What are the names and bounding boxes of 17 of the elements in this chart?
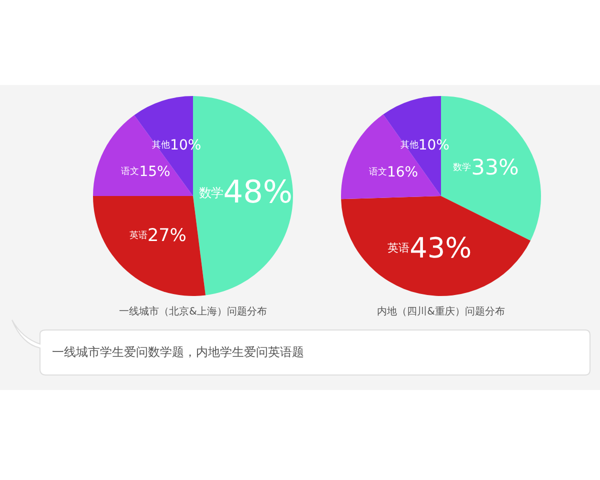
slice-label: 语文: [369, 166, 387, 178]
data-label: 48%: [223, 174, 293, 211]
slice-label: 语文: [121, 166, 140, 177]
data-label: 16%: [386, 164, 418, 180]
slice-label: 数学: [453, 162, 472, 174]
slice-label: 英语: [388, 241, 410, 254]
slice-label: 英语: [129, 230, 148, 241]
data-label: 15%: [139, 164, 170, 180]
text: 一线城市学生爱问数学题，内地学生爱问英语题: [52, 344, 304, 361]
slice-label: 其他: [152, 140, 170, 151]
text: 内地（四川&重庆）问题分布: [377, 306, 505, 318]
text: 一线城市（北京&上海）问题分布: [119, 306, 267, 318]
data-label: 27%: [147, 226, 186, 246]
data-label: 33%: [471, 156, 519, 181]
slice-label: 其他: [400, 139, 418, 150]
slice-label: 数学: [199, 185, 224, 200]
data-label: 43%: [410, 231, 472, 264]
